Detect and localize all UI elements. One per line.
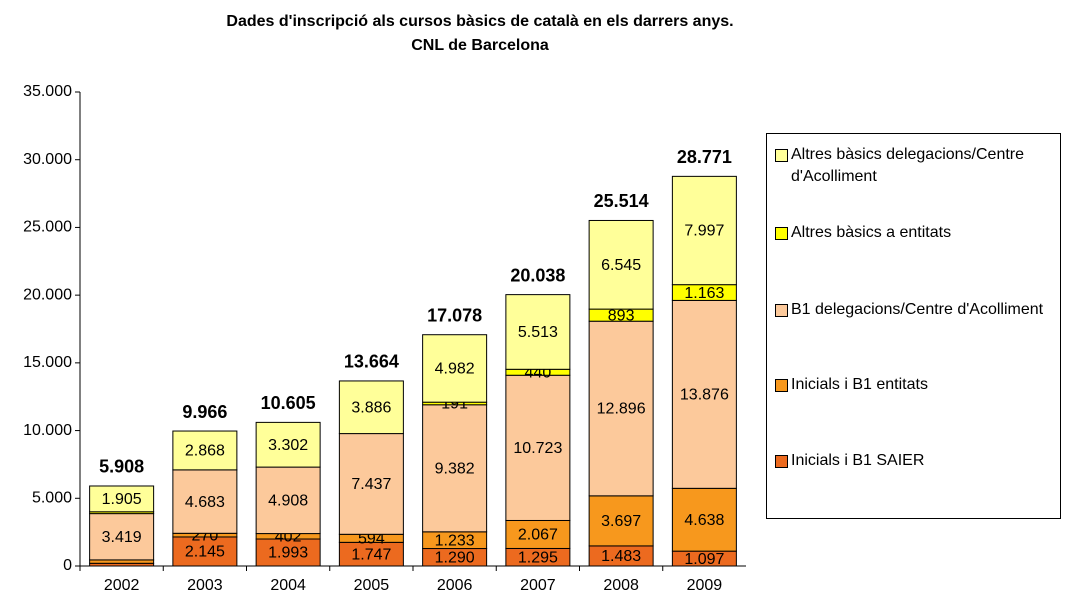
data-label: 3.302 bbox=[268, 437, 308, 454]
x-tick-label: 2005 bbox=[354, 577, 390, 594]
y-tick-label: 5.000 bbox=[32, 490, 72, 507]
x-tick-label: 2003 bbox=[187, 577, 223, 594]
legend-swatch bbox=[775, 149, 788, 162]
x-tick-label: 2004 bbox=[270, 577, 306, 594]
bar-segment bbox=[89, 513, 155, 561]
bar-segment bbox=[671, 175, 737, 286]
data-label: 4.908 bbox=[268, 493, 308, 510]
legend-item: Altres bàsics a entitats bbox=[775, 222, 1060, 244]
total-label: 9.966 bbox=[182, 402, 227, 422]
data-label: 1.483 bbox=[601, 548, 641, 565]
bar-segment bbox=[89, 559, 155, 564]
data-label: 5.513 bbox=[518, 324, 558, 341]
data-label: 3.697 bbox=[601, 513, 641, 530]
bar-segment bbox=[172, 430, 238, 471]
data-label: 12.896 bbox=[597, 401, 646, 418]
bar-segment bbox=[505, 519, 571, 549]
chart-title: Dades d'inscripció als cursos bàsics de … bbox=[226, 13, 733, 30]
data-label: 13.876 bbox=[680, 387, 729, 404]
legend: Altres bàsics delegacions/Centre d'Acoll… bbox=[766, 133, 1061, 519]
data-label: 893 bbox=[608, 307, 635, 324]
x-tick-label: 2006 bbox=[437, 577, 473, 594]
bar-segment bbox=[255, 538, 321, 567]
data-label: 1.163 bbox=[684, 285, 724, 302]
legend-swatch bbox=[775, 379, 788, 392]
legend-item: Altres bàsics delegacions/Centre d'Acoll… bbox=[775, 144, 1060, 188]
data-label: 9.382 bbox=[435, 461, 475, 478]
legend-label: Altres bàsics a entitats bbox=[791, 224, 952, 241]
y-tick-label: 35.000 bbox=[23, 83, 72, 100]
data-label: 2.868 bbox=[185, 443, 225, 460]
y-tick-label: 10.000 bbox=[23, 422, 72, 439]
x-tick-label: 2009 bbox=[687, 577, 723, 594]
data-label: 1.290 bbox=[435, 549, 475, 566]
total-label: 10.605 bbox=[261, 393, 316, 413]
bar-segment bbox=[422, 334, 488, 403]
legend-item: B1 delegacions/Centre d'Acolliment bbox=[775, 299, 1060, 321]
bar-segment bbox=[255, 466, 321, 535]
chart-subtitle: CNL de Barcelona bbox=[411, 37, 549, 54]
data-label: 1.233 bbox=[435, 532, 475, 549]
data-label: 7.437 bbox=[351, 476, 391, 493]
y-tick-label: 30.000 bbox=[23, 151, 72, 168]
x-tick-label: 2007 bbox=[520, 577, 556, 594]
bar-segment bbox=[89, 485, 155, 513]
bar-segment bbox=[338, 433, 404, 535]
bar-segment bbox=[588, 495, 654, 547]
data-label: 1.097 bbox=[684, 551, 724, 568]
total-label: 5.908 bbox=[99, 457, 144, 477]
data-label: 2.145 bbox=[185, 544, 225, 561]
legend-label: Altres bàsics delegacions/Centre d'Acoll… bbox=[791, 146, 1025, 185]
bar-segment bbox=[505, 294, 571, 370]
data-label: 4.982 bbox=[435, 361, 475, 378]
data-label: 1.993 bbox=[268, 545, 308, 562]
legend-swatch bbox=[775, 455, 788, 468]
x-tick-label: 2002 bbox=[104, 577, 140, 594]
data-label: 3.419 bbox=[102, 529, 142, 546]
legend-label: Inicials i B1 SAIER bbox=[791, 452, 925, 469]
legend-swatch bbox=[775, 227, 788, 240]
data-label: 1.905 bbox=[102, 491, 142, 508]
y-tick-label: 25.000 bbox=[23, 219, 72, 236]
total-label: 20.038 bbox=[510, 265, 565, 285]
bar-segment bbox=[338, 380, 404, 435]
legend-label: B1 delegacions/Centre d'Acolliment bbox=[791, 301, 1044, 318]
total-label: 25.514 bbox=[594, 191, 649, 211]
data-label: 6.545 bbox=[601, 257, 641, 274]
data-label: 1.747 bbox=[351, 546, 391, 563]
data-label: 4.638 bbox=[684, 512, 724, 529]
data-label: 4.683 bbox=[185, 494, 225, 511]
bar-segment bbox=[172, 536, 238, 567]
bar-segment bbox=[588, 320, 654, 497]
bar-segment bbox=[422, 404, 488, 533]
data-label: 3.886 bbox=[351, 399, 391, 416]
bar-segment bbox=[172, 469, 238, 534]
data-label: 7.997 bbox=[684, 223, 724, 240]
legend-label: Inicials i B1 entitats bbox=[791, 376, 928, 393]
bar-segment bbox=[255, 421, 321, 468]
total-label: 28.771 bbox=[677, 147, 732, 167]
data-label: 1.295 bbox=[518, 549, 558, 566]
bar-segment bbox=[588, 219, 654, 310]
y-tick-label: 0 bbox=[63, 557, 72, 574]
y-tick-label: 15.000 bbox=[23, 354, 72, 371]
bar-segment bbox=[671, 299, 737, 489]
total-label: 17.078 bbox=[427, 305, 482, 325]
data-label: 2.067 bbox=[518, 527, 558, 544]
legend-swatch bbox=[775, 304, 788, 317]
x-tick-label: 2008 bbox=[603, 577, 639, 594]
legend-item: Inicials i B1 entitats bbox=[775, 374, 1060, 396]
total-label: 13.664 bbox=[344, 352, 399, 372]
y-tick-label: 20.000 bbox=[23, 286, 72, 303]
data-label: 10.723 bbox=[513, 440, 562, 457]
legend-item: Inicials i B1 SAIER bbox=[775, 450, 1060, 472]
